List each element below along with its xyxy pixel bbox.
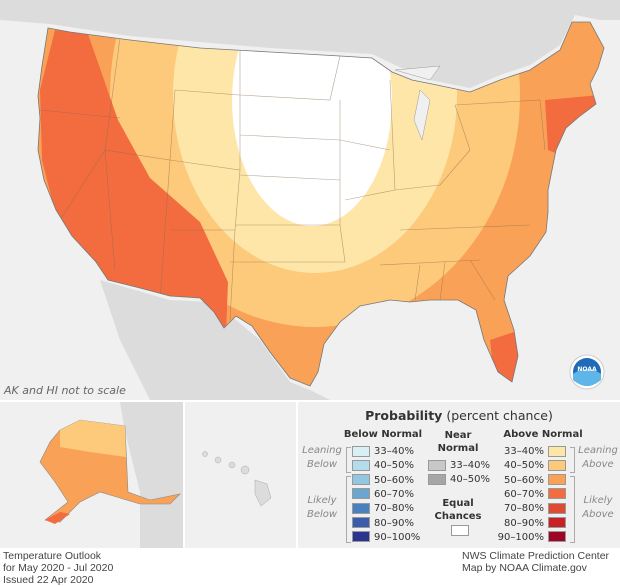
legend-range-label: 60–70% [504, 488, 544, 500]
likely-above-label: Likely Above [582, 495, 614, 520]
legend-above-item: 50–60% [466, 474, 566, 487]
legend-range-label: 60–70% [374, 488, 414, 500]
legend-swatch [428, 473, 446, 485]
legend-swatch [352, 531, 370, 543]
outlook-caption: Temperature Outlook for May 2020 - Jul 2… [3, 550, 113, 586]
legend-near-item: 40–50% [428, 473, 490, 486]
likely-below-label: Likely Below [306, 495, 338, 520]
legend-swatch [352, 445, 370, 457]
hawaii-inset [185, 402, 296, 548]
bracket [570, 447, 575, 473]
legend-swatch [548, 517, 566, 528]
legend-swatch [352, 459, 370, 471]
legend-swatch [548, 459, 566, 471]
probability-legend: Probability (percent chance) Below Norma… [298, 402, 620, 548]
legend-above-item: 80–90% [466, 517, 566, 530]
legend-swatch [352, 517, 370, 528]
legend-swatch [428, 459, 446, 471]
legend-above-item: 60–70% [466, 488, 566, 501]
legend-range-label: 80–90% [504, 517, 544, 529]
legend-range-label: 33–40% [374, 446, 414, 457]
legend-range-label: 40–50% [374, 460, 414, 472]
legend-above-item: 33–40% [466, 445, 566, 458]
above-60-70-northeast-region [545, 95, 600, 155]
leaning-above-label: Leaning Above [578, 445, 618, 470]
legend-range-label: 70–80% [504, 503, 544, 515]
equal-chances-swatch [451, 525, 469, 536]
legend-range-label: 90–100% [374, 531, 421, 543]
legend-title: Probability (percent chance) [365, 408, 553, 423]
contiguous-us-map: NOAA AK and HI not to scale [0, 0, 620, 400]
equal-chances-heading: Equal Chances [434, 498, 482, 522]
legend-swatch [548, 445, 566, 457]
us-outline [37, 21, 605, 387]
above-normal-heading: Above Normal [503, 429, 583, 440]
legend-swatch [548, 502, 566, 514]
bracket [346, 447, 351, 473]
legend-below-item: 40–50% [352, 459, 414, 472]
us-outlook-map: NOAA [0, 0, 620, 400]
hawaii-islands [202, 451, 272, 507]
legend-below-item: 33–40% [352, 445, 414, 458]
noaa-logo: NOAA [569, 354, 605, 390]
credit-climate-gov: Map by NOAA Climate.gov [462, 562, 587, 574]
bracket [346, 476, 351, 543]
caption-issued: Issued 22 Apr 2020 [3, 574, 94, 586]
legend-range-label: 80–90% [374, 517, 414, 529]
legend-near-item: 33–40% [428, 459, 490, 472]
legend-range-label: 33–40% [504, 446, 544, 457]
legend-below-item: 50–60% [352, 474, 414, 487]
legend-swatch [352, 488, 370, 500]
legend-range-label: 40–50% [504, 460, 544, 472]
great-lakes [394, 65, 441, 141]
legend-swatch [548, 488, 566, 500]
legend-below-item: 60–70% [352, 488, 414, 501]
legend-above-item: 90–100% [466, 531, 566, 544]
legend-below-item: 70–80% [352, 502, 414, 515]
legend-below-item: 90–100% [352, 531, 420, 544]
scale-note: AK and HI not to scale [4, 384, 126, 397]
legend-range-label: 70–80% [374, 503, 414, 515]
leaning-below-label: Leaning Below [302, 445, 342, 470]
legend-range-label: 40–50% [450, 474, 490, 486]
caption-title: Temperature Outlook [3, 550, 102, 562]
caption-period: for May 2020 - Jul 2020 [3, 562, 114, 574]
legend-range-label: 50–60% [504, 474, 544, 486]
below-normal-heading: Below Normal [343, 429, 423, 440]
legend-swatch [548, 531, 566, 543]
credit-cpc: NWS Climate Prediction Center [462, 550, 610, 562]
state-borders [39, 37, 546, 321]
legend-range-label: 33–40% [450, 460, 490, 471]
legend-swatch [548, 474, 566, 486]
alaska-inset [0, 402, 183, 548]
mexico-land [100, 280, 330, 400]
legend-swatch [352, 502, 370, 514]
legend-swatch [352, 474, 370, 486]
canada-land [0, 0, 620, 88]
legend-range-label: 90–100% [497, 531, 544, 543]
credits: NWS Climate Prediction Center Map by NOA… [462, 550, 609, 574]
near-normal-heading: Near Normal [437, 430, 479, 454]
legend-range-label: 50–60% [374, 474, 414, 486]
legend-below-item: 80–90% [352, 517, 414, 530]
legend-above-item: 40–50% [466, 459, 566, 472]
bracket [570, 476, 575, 543]
noaa-logo-text: NOAA [577, 366, 597, 373]
legend-above-item: 70–80% [466, 502, 566, 515]
